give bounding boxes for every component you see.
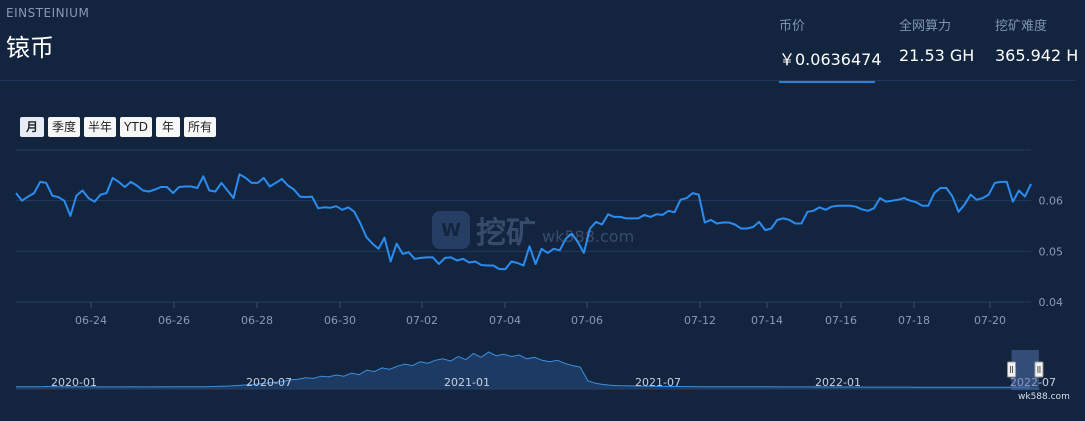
y-tick-label: 0.05: [1039, 245, 1064, 258]
difficulty-label: 挖矿难度: [995, 19, 1048, 34]
x-tick-label: 07-06: [571, 314, 603, 327]
navigator-selection: [1011, 350, 1039, 390]
range-button-month[interactable]: 月: [20, 117, 44, 137]
price-value: ￥0.0636474: [779, 50, 882, 69]
range-button-quarter[interactable]: 季度: [48, 117, 81, 137]
x-tick-label: 07-02: [406, 314, 438, 327]
y-tick-label: 0.06: [1039, 195, 1064, 208]
range-button-all[interactable]: 所有: [183, 117, 216, 137]
x-tick-label: 06-26: [158, 314, 190, 327]
price-stat[interactable]: 币价 ￥0.0636474: [779, 15, 882, 83]
header-divider: [0, 80, 1075, 81]
navigator-line: [15, 351, 1030, 388]
navigator-handle-left[interactable]: [1007, 361, 1017, 378]
range-selector: 月 季度 半年 YTD 年 所有: [20, 117, 216, 137]
difficulty-stat[interactable]: 挖矿难度 365.942 H: [995, 15, 1078, 65]
x-tick-label: 06-28: [241, 314, 273, 327]
range-button-ytd[interactable]: YTD: [120, 117, 152, 137]
range-button-half-year[interactable]: 半年: [84, 117, 117, 137]
watermark-url: wk588.com: [542, 226, 635, 246]
x-tick-label: 07-04: [489, 314, 521, 327]
x-tick-label: 07-20: [974, 314, 1006, 327]
handle-grip: [1034, 361, 1044, 378]
x-tick-label: 06-24: [75, 314, 107, 327]
difficulty-value: 365.942 H: [995, 46, 1079, 65]
navigator-x-label: 2020-07: [246, 376, 292, 389]
navigator-area: [16, 352, 1030, 389]
watermark-logo: W: [432, 211, 470, 249]
y-tick-label: 0.04: [1039, 296, 1064, 309]
x-tick-label: 07-12: [684, 314, 716, 327]
navigator-handle-right[interactable]: [1034, 361, 1044, 378]
price-line: [15, 173, 1032, 271]
range-button-year[interactable]: 年: [155, 117, 180, 137]
watermark: W 挖矿 wk588.com: [432, 208, 634, 252]
hashrate-value: 21.53 GH: [899, 46, 975, 65]
hashrate-label: 全网算力: [899, 19, 952, 34]
coin-name: 锿币: [6, 34, 54, 62]
hashrate-stat[interactable]: 全网算力 21.53 GH: [899, 15, 974, 65]
price-label: 币价: [779, 19, 806, 34]
x-tick-label: 07-16: [825, 314, 857, 327]
navigator-x-label: 2020-01: [51, 376, 97, 389]
x-tick-label: 07-14: [751, 314, 783, 327]
navigator-x-label: 2022-01: [815, 376, 861, 389]
navigator-x-label: 2021-07: [635, 376, 681, 389]
handle-grip: [1007, 361, 1017, 378]
navigator-x-label: 2021-01: [444, 376, 490, 389]
x-tick-label: 07-18: [898, 314, 930, 327]
site-credit: wk588.com: [1018, 392, 1070, 402]
watermark-text: 挖矿: [476, 216, 536, 251]
coin-code: EINSTEINIUM: [6, 6, 90, 20]
x-tick-label: 06-30: [324, 314, 356, 327]
